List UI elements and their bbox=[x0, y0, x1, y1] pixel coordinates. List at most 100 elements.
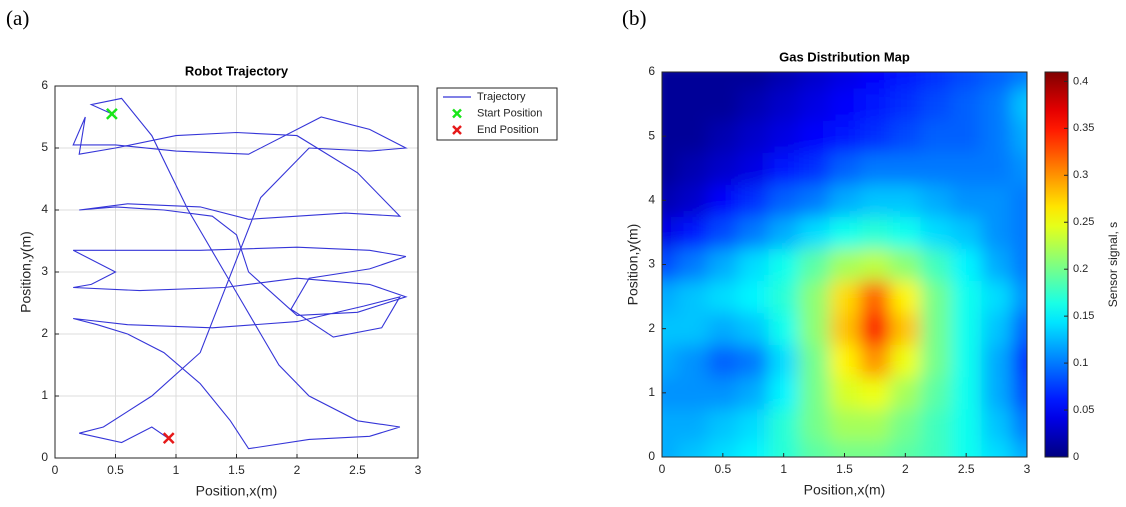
heatmap-cell bbox=[859, 120, 891, 153]
heatmap-cell bbox=[950, 184, 982, 217]
heatmap-cell bbox=[981, 440, 1013, 457]
heatmap-cell bbox=[707, 72, 739, 89]
heatmap-cell bbox=[859, 72, 891, 89]
colorbar-tick-label: 0.35 bbox=[1073, 122, 1094, 134]
heatmap-cell bbox=[768, 152, 800, 185]
heatmap-cell bbox=[707, 88, 739, 121]
y-tick-label: 4 bbox=[648, 193, 655, 207]
heatmap-cell bbox=[677, 72, 709, 89]
heatmap-cell bbox=[768, 248, 800, 282]
heatmap-cell bbox=[738, 376, 769, 410]
y-tick-label: 0 bbox=[41, 450, 48, 464]
heatmap-cell bbox=[829, 440, 861, 457]
heatmap-cell bbox=[662, 312, 678, 346]
heatmap-cell bbox=[768, 72, 800, 89]
heatmap-cell bbox=[890, 248, 922, 282]
heatmap-cell bbox=[829, 408, 861, 442]
heatmap-cell bbox=[890, 344, 922, 378]
heatmap-cell bbox=[890, 408, 922, 442]
heatmap-cell bbox=[859, 88, 891, 121]
heatmap-cell bbox=[1011, 408, 1027, 442]
heatmap-cell bbox=[1011, 440, 1027, 457]
y-tick-label: 6 bbox=[648, 64, 655, 78]
legend-label: End Position bbox=[477, 124, 539, 136]
heatmap-cell bbox=[738, 248, 769, 282]
heatmap-cell bbox=[890, 280, 922, 314]
heatmap-cell bbox=[662, 344, 678, 378]
heatmap-cell bbox=[859, 152, 891, 185]
point-marker bbox=[105, 108, 118, 120]
heatmap-cell bbox=[890, 88, 922, 121]
heatmap-cell bbox=[798, 280, 830, 314]
heatmap-cell bbox=[950, 152, 982, 185]
heatmap-cell bbox=[707, 120, 739, 153]
heatmap-cell bbox=[768, 440, 800, 457]
heatmap-cell bbox=[707, 440, 739, 457]
heatmap-cell bbox=[981, 184, 1013, 217]
heatmap-cell bbox=[920, 440, 952, 457]
heatmap-cell bbox=[768, 344, 800, 378]
heatmap-cell bbox=[890, 120, 922, 153]
heatmap-cell bbox=[662, 376, 678, 410]
heatmap-cell bbox=[950, 248, 982, 282]
y-tick-label: 1 bbox=[41, 388, 48, 402]
colorbar-tick-label: 0.1 bbox=[1073, 357, 1088, 369]
heatmap-cell bbox=[662, 216, 678, 249]
legend-marker bbox=[452, 108, 462, 119]
x-tick-label: 2.5 bbox=[958, 462, 975, 476]
heatmap-cell bbox=[1011, 312, 1027, 346]
heatmap-cell bbox=[707, 184, 739, 217]
heatmap-cell bbox=[890, 376, 922, 410]
heatmap-cell bbox=[920, 248, 952, 282]
point-marker bbox=[162, 432, 175, 445]
heatmap-cell bbox=[920, 216, 952, 249]
y-tick-label: 1 bbox=[648, 385, 655, 399]
heatmap-cell bbox=[798, 248, 830, 282]
heatmap-cell bbox=[890, 312, 922, 346]
heatmap-cell bbox=[1011, 184, 1027, 217]
legend-label: Trajectory bbox=[477, 91, 526, 103]
heatmap-cell bbox=[677, 184, 709, 217]
heatmap-cell bbox=[859, 216, 891, 249]
heatmap-cell bbox=[950, 216, 982, 249]
heatmap-cell bbox=[981, 152, 1013, 185]
heatmap-cell bbox=[890, 440, 922, 457]
heatmap-cell bbox=[738, 120, 769, 153]
heatmap-cell bbox=[798, 88, 830, 121]
heatmap-cell bbox=[677, 88, 709, 121]
x-tick-label: 1.5 bbox=[228, 463, 245, 477]
heatmap-cell bbox=[707, 312, 739, 346]
heatmap-cell bbox=[798, 152, 830, 185]
y-tick-label: 3 bbox=[41, 264, 48, 278]
heatmap-cell bbox=[662, 248, 678, 282]
x-tick-label: 0 bbox=[52, 463, 59, 477]
heatmap-cell bbox=[768, 312, 800, 346]
colorbar-label: Sensor signal, s bbox=[1106, 222, 1120, 307]
y-axis-label: Position,y(m) bbox=[18, 231, 34, 313]
heatmap-cell bbox=[890, 152, 922, 185]
heatmap-cell bbox=[707, 376, 739, 410]
heatmap-cell bbox=[798, 408, 830, 442]
heatmap-cell bbox=[738, 408, 769, 442]
heatmap-cell bbox=[920, 72, 952, 89]
chart-title: Gas Distribution Map bbox=[779, 49, 910, 64]
heatmap-cell bbox=[890, 216, 922, 249]
heatmap-cell bbox=[981, 248, 1013, 282]
heatmap-cell bbox=[950, 120, 982, 153]
panel-label: (b) bbox=[622, 6, 647, 30]
x-tick-label: 2 bbox=[294, 463, 301, 477]
heatmap-cell bbox=[798, 376, 830, 410]
heatmap-cell bbox=[677, 440, 709, 457]
heatmap-cell bbox=[859, 440, 891, 457]
heatmap-cell bbox=[798, 72, 830, 89]
colorbar-tick-label: 0.15 bbox=[1073, 310, 1094, 322]
heatmap-cell bbox=[707, 280, 739, 314]
heatmap-cell bbox=[950, 376, 982, 410]
legend-marker bbox=[452, 125, 462, 135]
y-tick-label: 6 bbox=[41, 78, 48, 92]
heatmap-cell bbox=[920, 312, 952, 346]
heatmap-cell bbox=[829, 344, 861, 378]
heatmap-cell bbox=[829, 248, 861, 282]
heatmap-cell bbox=[662, 184, 678, 217]
heatmap-cell bbox=[738, 280, 769, 314]
